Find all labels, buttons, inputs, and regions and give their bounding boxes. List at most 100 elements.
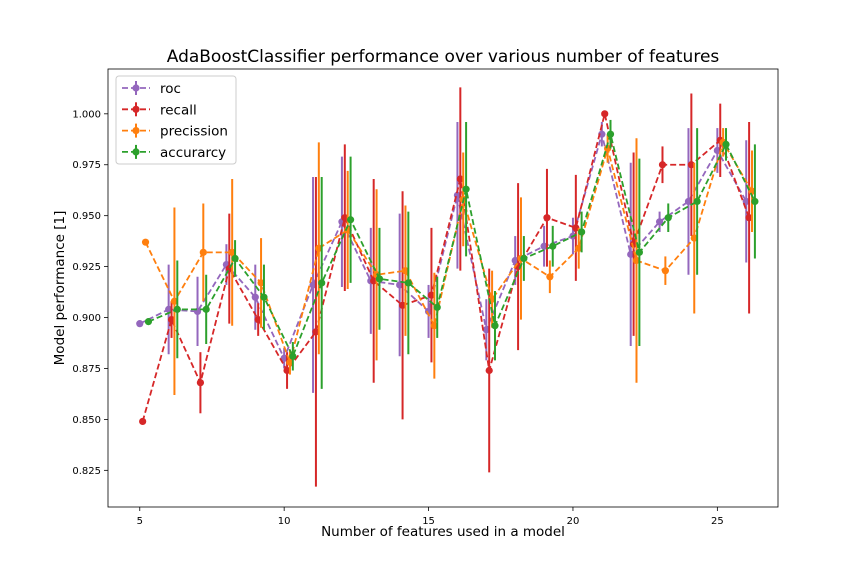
series-line [148,130,756,359]
data-point [485,366,493,375]
data-point [690,234,698,242]
data-point [254,315,262,324]
series-line [141,113,750,422]
x-tick-label: 15 [422,516,435,527]
series-accurarcy [144,119,759,389]
data-point [202,305,210,313]
plot-frame [107,68,779,508]
legend-marker [132,127,140,135]
legend-frame [115,75,237,165]
data-point [661,267,669,275]
data-point [375,275,384,283]
legend-label: accurarcy [160,145,226,161]
y-tick-label: 0.975 [72,160,101,171]
data-point [684,197,693,206]
legend-label: roc [160,81,181,97]
data-point [655,218,664,226]
data-point [167,315,176,324]
data-point [456,175,464,183]
data-point [318,279,326,287]
data-point [604,144,612,153]
data-point [482,326,490,334]
data-point [280,354,288,362]
chart-title: AdaBoostClassifier performance over vari… [167,47,720,67]
data-point [341,214,349,222]
data-point [173,305,181,313]
y-tick-label: 0.925 [72,262,101,273]
legend-marker [132,148,140,156]
data-point [286,358,294,366]
data-point [578,228,586,236]
data-point [687,161,695,169]
data-point [136,320,144,328]
data-point [606,130,615,138]
data-point [398,301,407,309]
data-point [401,267,410,275]
x-tick-label: 5 [137,516,143,527]
data-point [424,307,433,316]
legend-item-accurarcy: accurarcy [122,144,226,161]
data-point [722,140,730,148]
data-point [549,242,557,250]
data-point [693,197,701,206]
legend-label: recall [160,102,197,118]
legend-item-precission: precission [122,123,228,140]
data-point [427,291,436,299]
y-tick-label: 0.950 [72,211,101,222]
data-point [396,281,404,289]
data-point [370,277,378,285]
legend-marker [132,105,140,113]
x-tick-label: 10 [278,516,291,527]
data-point [658,161,667,169]
y-tick-label: 0.875 [72,364,101,375]
x-tick-label: 25 [711,516,724,527]
data-point [543,214,551,222]
data-point [630,240,638,248]
data-point [312,328,320,336]
data-point [141,238,150,246]
data-point [257,279,265,287]
data-point [315,244,323,252]
legend-marker [132,84,140,92]
data-point [546,273,554,281]
data-point [491,322,499,330]
data-point [748,187,756,195]
x-axis-label: Number of features used in a model [321,524,565,540]
y-tick-label: 0.850 [72,415,101,426]
series-recall [139,87,753,487]
data-point [196,379,205,387]
data-point [165,305,173,313]
legend-item-roc: roc [122,81,181,97]
data-point [462,185,470,193]
data-point [144,318,153,326]
data-point [430,322,438,330]
data-point [433,303,441,311]
data-point [228,248,236,256]
x-tick-label: 20 [567,516,580,527]
y-axis-label: Model performance [1] [52,211,68,366]
data-point [627,250,635,258]
data-point [540,242,548,250]
y-tick-label: 1.000 [72,109,101,120]
data-point [346,216,355,224]
data-point [635,248,643,256]
data-point [575,244,583,252]
data-point [632,256,641,265]
data-point [751,197,759,206]
data-point [283,366,291,375]
data-point [260,293,268,301]
data-point [404,279,412,287]
legend-item-recall: recall [122,102,197,118]
data-point [511,256,519,265]
data-point [251,293,259,301]
data-point [572,224,580,232]
data-point [199,248,207,256]
legend: roc recall precission accurarcy [115,75,237,165]
series-line [139,130,748,361]
data-point [601,110,609,118]
data-point [520,254,528,263]
data-point [713,146,721,155]
data-point [745,214,753,222]
ticks-layer: 5 10 15 20 25 0.825 0.850 0.875 0.900 0.925 0.950 0… [72,109,723,527]
